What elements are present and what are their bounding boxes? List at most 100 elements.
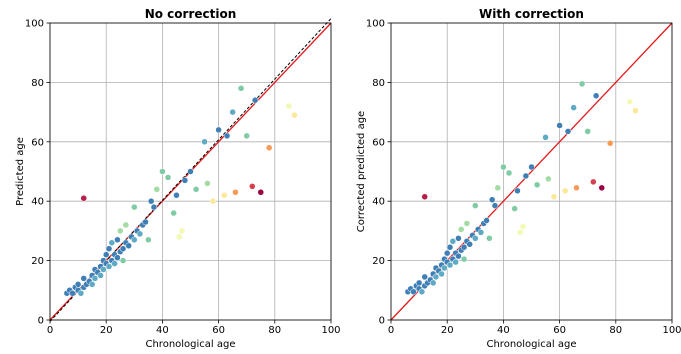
point (88, 281, 96, 288)
point (192, 186, 200, 193)
point (410, 288, 417, 296)
point (147, 197, 155, 205)
y-tick-label: 80 (372, 78, 385, 89)
point (108, 239, 116, 247)
x-axis-label: Chronological age (145, 339, 235, 350)
point (119, 245, 127, 252)
x-tick-label: 20 (441, 325, 454, 336)
point (592, 92, 600, 100)
y-tick-label: 100 (25, 19, 44, 30)
point (142, 218, 149, 226)
point (265, 144, 273, 151)
point (136, 230, 144, 238)
point (114, 236, 121, 244)
point (187, 168, 194, 175)
point (100, 266, 107, 273)
point (550, 193, 558, 200)
point (105, 263, 113, 270)
point (460, 243, 468, 251)
point (415, 279, 423, 287)
point (153, 186, 161, 193)
point (69, 290, 76, 297)
point (488, 196, 496, 203)
y-axis-label: Corrected predicted age (356, 111, 367, 232)
point (257, 189, 264, 196)
axes-frame (390, 22, 673, 321)
axes-frame (49, 22, 332, 321)
point (441, 264, 448, 272)
x-tick-label: 0 (47, 325, 53, 336)
point (455, 235, 462, 242)
point (545, 175, 552, 183)
point (606, 140, 614, 147)
point (176, 233, 183, 241)
y-tick-label: 40 (372, 197, 385, 208)
point (223, 132, 231, 140)
point (150, 203, 158, 211)
point (111, 260, 118, 267)
point (97, 272, 104, 279)
point (561, 187, 569, 195)
point (500, 163, 507, 171)
point (131, 236, 138, 244)
point (590, 178, 597, 186)
point (173, 192, 180, 199)
point (517, 229, 524, 236)
x-tick-label: 40 (156, 325, 169, 336)
point (519, 223, 527, 230)
x-tick-label: 100 (321, 325, 340, 336)
point (443, 249, 451, 257)
point (632, 107, 639, 114)
point (449, 238, 457, 245)
x-tick-label: 80 (609, 325, 622, 336)
point (486, 235, 493, 242)
point (102, 251, 110, 258)
x-tick-label: 0 (388, 325, 394, 336)
point (181, 177, 189, 184)
panel: 0 20 40 60 80 100 0 20 40 60 80 100 With correction C… (356, 7, 681, 350)
point (125, 242, 132, 249)
point (573, 184, 580, 192)
point (528, 163, 535, 171)
x-tick-label: 60 (553, 325, 566, 336)
point (114, 254, 121, 261)
point (542, 134, 549, 141)
point (77, 290, 85, 297)
point (122, 221, 130, 229)
y-tick-label: 80 (31, 78, 44, 89)
point (522, 172, 530, 180)
point (243, 132, 250, 140)
point (131, 203, 138, 211)
point (215, 126, 222, 134)
point (432, 273, 440, 281)
y-tick-label: 0 (379, 316, 385, 327)
point (91, 275, 99, 282)
point (460, 255, 468, 263)
point (105, 245, 113, 252)
point (204, 180, 211, 187)
point (578, 80, 586, 88)
y-axis-label: Predicted age (15, 137, 26, 206)
y-tick-label: 20 (31, 256, 44, 267)
point (229, 108, 236, 116)
y-tick-label: 60 (31, 137, 44, 148)
panel: 0 20 40 60 80 100 0 20 40 60 80 100 No correction Chr… (15, 7, 341, 350)
point (564, 128, 572, 135)
chart-title: With correction (479, 7, 584, 21)
point (514, 187, 521, 195)
point (466, 241, 473, 248)
x-axis-label: Chronological age (486, 339, 576, 350)
point (472, 235, 479, 242)
point (159, 168, 166, 175)
point (117, 227, 124, 235)
y-tick-label: 20 (372, 256, 385, 267)
x-tick-label: 20 (100, 325, 113, 336)
point (452, 258, 459, 266)
point (511, 205, 518, 212)
point (178, 227, 186, 235)
point (570, 104, 577, 111)
point (477, 229, 485, 236)
point (463, 220, 471, 227)
point (438, 270, 445, 278)
